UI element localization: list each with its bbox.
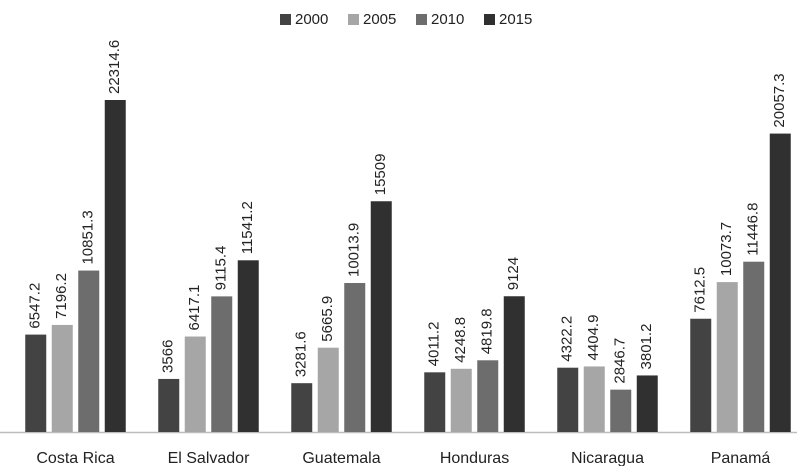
bar bbox=[716, 282, 738, 432]
x-tick-label: Guatemala bbox=[302, 450, 380, 466]
bar bbox=[477, 360, 499, 432]
data-label: 10073.7 bbox=[718, 222, 735, 276]
data-label: 11541.2 bbox=[239, 201, 256, 254]
bar bbox=[104, 100, 126, 432]
bar bbox=[690, 318, 712, 432]
bar bbox=[583, 366, 605, 432]
x-tick-label: El Salvador bbox=[168, 450, 250, 466]
data-label: 9124 bbox=[505, 257, 522, 290]
data-label: 3801.2 bbox=[638, 324, 655, 370]
data-label: 11446.8 bbox=[745, 203, 762, 256]
data-label: 20057.3 bbox=[771, 73, 788, 127]
data-label: 10013.9 bbox=[346, 223, 363, 277]
data-label: 5665.9 bbox=[319, 296, 336, 342]
bar bbox=[370, 201, 392, 432]
data-label: 6547.2 bbox=[27, 283, 44, 329]
x-tick-label: Panamá bbox=[711, 450, 771, 466]
bar bbox=[78, 270, 100, 432]
bar bbox=[158, 378, 180, 432]
data-label: 3281.6 bbox=[293, 331, 310, 377]
data-label: 3566 bbox=[160, 340, 177, 373]
data-label: 22314.6 bbox=[106, 40, 123, 94]
bar bbox=[344, 283, 366, 432]
bar bbox=[610, 389, 632, 432]
data-label: 4404.9 bbox=[585, 315, 602, 361]
bar bbox=[743, 261, 765, 432]
bar bbox=[424, 372, 446, 432]
bar bbox=[636, 375, 658, 432]
legend-swatch bbox=[348, 14, 359, 25]
data-label: 4248.8 bbox=[452, 317, 469, 363]
bar bbox=[503, 296, 525, 432]
data-label: 10851.3 bbox=[80, 210, 97, 264]
bar bbox=[211, 296, 233, 432]
data-label: 4322.2 bbox=[559, 316, 576, 362]
legend-swatch bbox=[484, 14, 495, 25]
data-label: 4819.8 bbox=[479, 308, 496, 354]
data-label: 9115.4 bbox=[213, 246, 230, 291]
bar bbox=[317, 347, 339, 432]
legend-label: 2015 bbox=[499, 11, 532, 28]
legend-swatch bbox=[280, 14, 291, 25]
bar bbox=[557, 367, 579, 432]
bar bbox=[291, 383, 313, 432]
x-tick-label: Honduras bbox=[440, 450, 509, 466]
data-label: 15509 bbox=[372, 154, 389, 196]
bar bbox=[51, 324, 73, 432]
data-label: 6417.1 bbox=[186, 285, 203, 331]
data-label: 4011.2 bbox=[426, 322, 443, 367]
data-label: 7196.2 bbox=[53, 273, 70, 319]
bar bbox=[25, 334, 47, 432]
x-tick-label: Nicaragua bbox=[571, 450, 644, 466]
bar bbox=[769, 133, 791, 432]
x-tick-label: Costa Rica bbox=[36, 450, 114, 466]
data-label: 7612.5 bbox=[692, 267, 709, 313]
bar bbox=[237, 260, 259, 432]
legend-label: 2010 bbox=[431, 11, 464, 28]
bar bbox=[184, 336, 206, 432]
legend-label: 2005 bbox=[363, 11, 396, 28]
legend-label: 2000 bbox=[295, 11, 328, 28]
bar bbox=[450, 368, 472, 432]
legend-swatch bbox=[416, 14, 427, 25]
data-label: 2846.7 bbox=[612, 338, 629, 384]
